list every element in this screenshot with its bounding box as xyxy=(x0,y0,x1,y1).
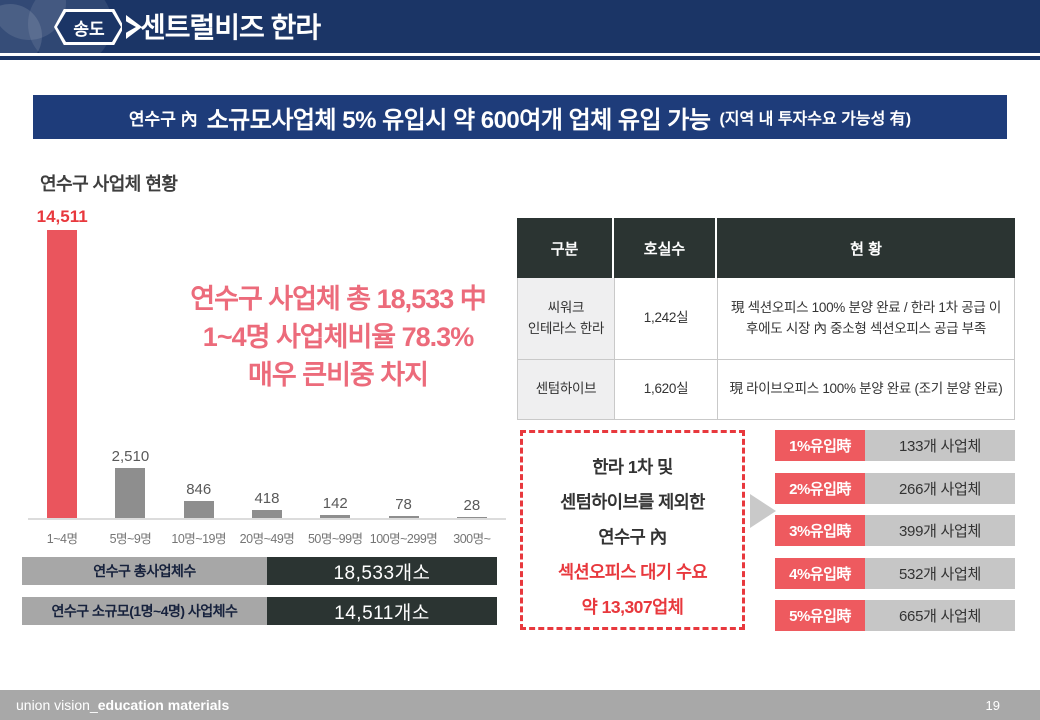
inflow-count: 133개 사업체 xyxy=(865,430,1015,461)
table-header: 구분 xyxy=(517,218,614,278)
summary-label: 연수구 소규모(1명~4명) 사업체수 xyxy=(22,597,267,625)
bar-value: 78 xyxy=(395,496,412,513)
inflow-row: 5%유입時 665개 사업체 xyxy=(775,600,1015,631)
bar-category: 10명~19명 xyxy=(171,532,226,546)
inflow-count: 532개 사업체 xyxy=(865,557,1015,589)
bar-column: 142 xyxy=(301,495,369,518)
bar-category: 300명~ xyxy=(453,532,491,546)
bar-value: 142 xyxy=(322,495,348,512)
bar xyxy=(456,517,487,518)
inflow-rate-badge: 3%유입時 xyxy=(775,515,865,546)
demand-line: 섹션오피스 대기 수요 xyxy=(557,562,708,582)
summary-value: 18,533개소 xyxy=(267,557,497,585)
summary-label: 연수구 총사업체수 xyxy=(22,557,267,585)
bar-column: 418 xyxy=(233,490,301,518)
table-header: 호실수 xyxy=(614,218,717,278)
page-title: 센트럴비즈 한라 xyxy=(140,12,321,43)
slide-footer: union vision_ education materials 19 xyxy=(0,690,1040,720)
inflow-row: 4%유입時 532개 사업체 xyxy=(775,557,1015,589)
bar-column: 78 xyxy=(369,496,437,518)
inflow-row: 2%유입時 266개 사업체 xyxy=(775,472,1015,504)
demand-line: 약 13,307업체 xyxy=(581,597,684,617)
headline-banner: 연수구 內 소규모사업체 5% 유입시 약 600여개 업체 유입 가능 (지역… xyxy=(33,95,1007,139)
arrow-right-icon xyxy=(750,494,776,528)
bar xyxy=(47,230,78,518)
songdo-badge: 송도 xyxy=(54,9,142,45)
bar-value: 418 xyxy=(254,490,280,507)
bar-category: 100명~299명 xyxy=(369,532,438,546)
inflow-rate-badge: 2%유입時 xyxy=(775,472,865,504)
table-cell-status: 現 라이브오피스 100% 분양 완료 (조기 분양 완료) xyxy=(717,360,1015,420)
bar-column: 28 xyxy=(438,497,506,518)
slide-header: 송도 센트럴비즈 한라 xyxy=(0,0,1040,53)
bar xyxy=(388,516,419,518)
bar xyxy=(183,501,214,518)
inflow-rate-badge: 4%유입時 xyxy=(775,557,865,589)
banner-main: 소규모사업체 5% 유입시 약 600여개 업체 유입 가능 xyxy=(206,106,711,134)
bar-value: 14,511 xyxy=(36,207,88,226)
table-cell-status: 現 섹션오피스 100% 분양 완료 / 한라 1차 공급 이 후에도 시장 內… xyxy=(717,278,1015,360)
annotation-line: 매우 큰비중 차지 xyxy=(248,360,429,390)
bar-value: 846 xyxy=(186,481,212,498)
bar-category: 20명~49명 xyxy=(239,532,295,546)
bar-column: 14,511 xyxy=(28,207,96,518)
annotation-line: 1~4명 사업체비율 78.3% xyxy=(202,322,474,352)
summary-row: 연수구 총사업체수 18,533개소 xyxy=(22,557,497,585)
bar-column: 2,510 xyxy=(96,448,164,518)
bar-category: 1~4명 xyxy=(46,532,78,546)
footer-text-regular: union vision_ xyxy=(16,697,98,713)
inflow-row: 3%유입時 399개 사업체 xyxy=(775,515,1015,546)
banner-prefix: 연수구 內 xyxy=(128,109,198,129)
demand-line: 연수구 內 xyxy=(598,527,667,547)
footer-text-bold: education materials xyxy=(97,697,230,713)
bar-value: 28 xyxy=(463,497,481,514)
annotation-line: 연수구 사업체 총 18,533 中 xyxy=(190,284,486,314)
table-cell-units: 1,242실 xyxy=(614,278,717,360)
bar-value: 2,510 xyxy=(111,448,150,465)
summary-rows: 연수구 총사업체수 18,533개소 연수구 소규모(1명~4명) 사업체수 14,5… xyxy=(22,557,497,637)
summary-row: 연수구 소규모(1명~4명) 사업체수 14,511개소 xyxy=(22,597,497,625)
bar-column: 846 xyxy=(165,481,233,518)
bar xyxy=(320,515,351,518)
bar-category: 50명~99명 xyxy=(307,532,363,546)
badge-hexagon: 송도 xyxy=(54,9,124,45)
bar xyxy=(251,510,282,518)
demand-line: 한라 1차 및 xyxy=(592,457,673,477)
inflow-count: 665개 사업체 xyxy=(865,600,1015,631)
inflow-count: 266개 사업체 xyxy=(865,472,1015,504)
table-cell-name: 씨워크 인테라스 한라 xyxy=(517,278,614,360)
inflow-rate-badge: 1%유입時 xyxy=(775,430,865,461)
x-axis-labels: 1~4명 5명~9명 10명~19명 20명~49명 50명~99명 100명~299명 3… xyxy=(28,522,506,547)
table-cell-name: 센텀하이브 xyxy=(517,360,614,420)
table-header: 현 황 xyxy=(717,218,1015,278)
bar-series: 14,511 2,510 846 418 142 78 28 xyxy=(28,200,506,520)
chart-title: 연수구 사업체 현황 xyxy=(40,174,178,194)
badge-label: 송도 xyxy=(73,19,105,39)
inflow-count: 399개 사업체 xyxy=(865,515,1015,546)
bar-chart: 14,511 2,510 846 418 142 78 28 1~4명 5명~9명 10명~19… xyxy=(28,200,506,546)
bar-category: 5명~9명 xyxy=(109,532,152,546)
page-number: 19 xyxy=(985,697,1000,713)
inflow-rate-badge: 5%유입時 xyxy=(775,600,865,631)
summary-value: 14,511개소 xyxy=(267,597,497,625)
demand-line: 센텀하이브를 제외한 xyxy=(560,492,705,512)
table-cell-units: 1,620실 xyxy=(614,360,717,420)
banner-suffix: (지역 내 투자수요 가능성 有) xyxy=(719,111,912,128)
inflow-row: 1%유입時 133개 사업체 xyxy=(775,430,1015,461)
inflow-list: 1%유입時 133개 사업체 2%유입時 266개 사업체 3%유입時 399개 사업체 4… xyxy=(775,430,1015,643)
bar xyxy=(115,468,146,518)
chart-annotation: 연수구 사업체 총 18,533 中 1~4명 사업체비율 78.3% 매우 큰비중… xyxy=(113,280,563,394)
header-divider xyxy=(0,56,1040,60)
